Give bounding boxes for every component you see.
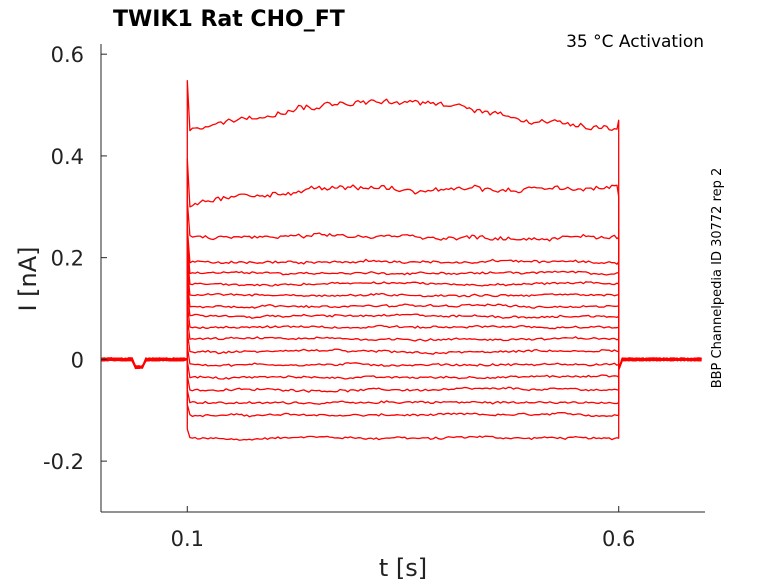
y-tick-label: 0.2 [51,247,84,271]
current-trace [100,357,702,441]
channelpedia-id-label: BBP Channelpedia ID 30772 rep 2 [710,168,725,389]
current-trace [100,252,702,371]
y-tick-label: 0.4 [51,145,84,169]
x-axis-label: t [s] [379,554,427,582]
current-trace [100,303,702,371]
current-trace [100,357,702,393]
x-tick-label: 0.6 [602,527,635,551]
current-trace [100,316,702,371]
current-trace [100,357,702,418]
current-trace [100,357,702,405]
chart-subtitle: 35 °C Activation [566,32,704,52]
current-trace [100,158,702,371]
current-trace [100,79,702,371]
current-trace [100,200,702,371]
current-trace [100,357,702,380]
y-tick-label: 0 [71,348,84,372]
current-trace [100,345,702,371]
chart-title: TWIK1 Rat CHO_FT [113,7,345,32]
current-trace [100,239,702,371]
x-tick-label: 0.1 [171,527,204,551]
current-trace [100,290,702,371]
traces-group [100,79,702,441]
current-trace [100,278,702,371]
y-tick-label: 0.6 [51,43,84,67]
current-trace [100,265,702,371]
current-trace [100,226,702,371]
y-tick-label: -0.2 [43,450,84,474]
current-trace [101,331,702,371]
y-axis-label: I [nA] [14,246,42,311]
ticks-group: -0.2 0 0.2 0.4 0.6 0.1 0.6 [43,43,635,551]
